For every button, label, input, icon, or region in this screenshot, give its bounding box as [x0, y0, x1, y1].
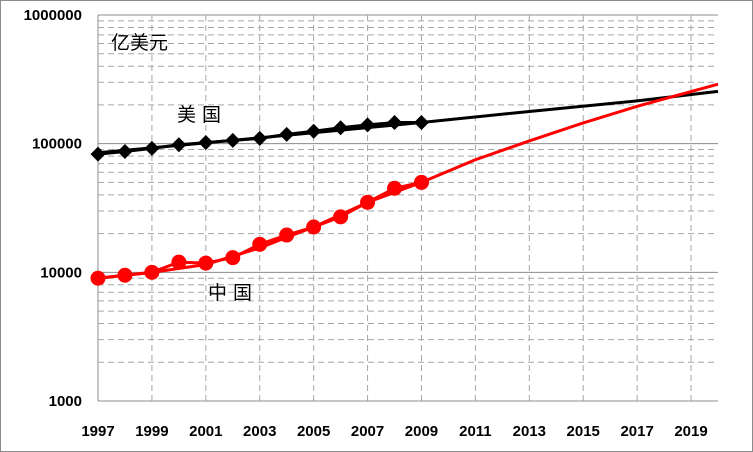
us-data-point — [225, 132, 241, 148]
series-label-us: 美 国 — [177, 104, 221, 126]
us-data-point — [90, 146, 106, 162]
x-tick-label: 2011 — [459, 423, 492, 440]
us-data-point — [171, 137, 187, 153]
us-data-point — [360, 117, 376, 133]
axes — [97, 15, 718, 402]
china-data-point — [198, 255, 214, 271]
us-data-point — [144, 140, 160, 156]
china-data-point — [360, 194, 376, 210]
us-data-point — [413, 115, 429, 131]
x-tick-label: 2005 — [297, 423, 330, 440]
china-data-point — [413, 174, 429, 190]
china-data-point — [387, 180, 403, 196]
x-tick-label: 2001 — [189, 423, 222, 440]
china-data-point — [171, 254, 187, 270]
china-data-point — [225, 250, 241, 266]
x-tick-label: 2009 — [405, 423, 438, 440]
y-tick-label: 1000 — [49, 393, 82, 410]
y-tick-label: 100000 — [32, 136, 82, 153]
china-data-point — [117, 267, 133, 283]
x-tick-label: 2019 — [674, 423, 707, 440]
china-data-point — [279, 227, 295, 243]
china-data-point — [90, 270, 106, 286]
x-tick-label: 1999 — [135, 423, 168, 440]
china-data-point — [306, 219, 322, 235]
us-data-point — [306, 123, 322, 139]
x-tick-label: 2015 — [567, 423, 600, 440]
grid — [98, 14, 718, 401]
us-data-point — [252, 130, 268, 146]
china-data-point — [333, 209, 349, 225]
us-data-point — [279, 126, 295, 142]
us-data-point — [333, 120, 349, 136]
x-tick-label: 2013 — [513, 423, 546, 440]
x-tick-label: 2007 — [351, 423, 384, 440]
tick-labels: 1000000 100000 10000 1000 1997 1999 2001 2003 20… — [24, 7, 708, 440]
series-layer — [90, 115, 429, 286]
y-tick-label: 1000000 — [24, 7, 82, 24]
china-data-point — [252, 236, 268, 252]
china-data-point — [144, 264, 160, 280]
us-data-point — [117, 143, 133, 159]
y-axis-unit-label: 亿美元 — [111, 32, 168, 54]
x-tick-label: 2003 — [243, 423, 276, 440]
x-tick-label: 2017 — [620, 423, 653, 440]
y-tick-label: 10000 — [40, 264, 82, 281]
x-tick-label: 1997 — [81, 423, 114, 440]
series-label-china: 中 国 — [208, 282, 252, 304]
us-data-point — [387, 115, 403, 131]
us-data-point — [198, 135, 214, 151]
